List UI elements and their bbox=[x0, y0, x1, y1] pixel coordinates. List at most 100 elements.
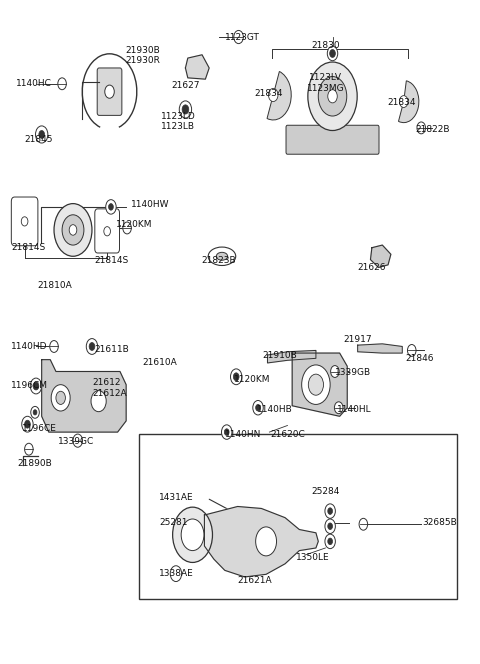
Text: 1196CM: 1196CM bbox=[12, 382, 48, 390]
Polygon shape bbox=[204, 507, 318, 577]
Circle shape bbox=[86, 339, 97, 355]
Circle shape bbox=[325, 504, 336, 519]
Text: 21830: 21830 bbox=[311, 41, 340, 50]
Text: 21823B: 21823B bbox=[201, 256, 236, 266]
Text: 21814S: 21814S bbox=[12, 243, 46, 252]
Circle shape bbox=[179, 101, 192, 118]
Text: 21620C: 21620C bbox=[271, 430, 306, 438]
Circle shape bbox=[308, 62, 357, 131]
Text: 32685B: 32685B bbox=[423, 519, 457, 527]
Text: 21612
21612A: 21612 21612A bbox=[92, 378, 127, 398]
Circle shape bbox=[108, 204, 113, 210]
Wedge shape bbox=[398, 81, 419, 123]
Circle shape bbox=[51, 384, 70, 411]
Text: 21890B: 21890B bbox=[17, 459, 52, 468]
Circle shape bbox=[359, 519, 368, 530]
FancyBboxPatch shape bbox=[12, 197, 38, 246]
Text: 1140HN: 1140HN bbox=[225, 430, 261, 438]
Text: 1140HB: 1140HB bbox=[257, 405, 292, 414]
Text: 21930B
21930R: 21930B 21930R bbox=[125, 46, 160, 65]
Circle shape bbox=[50, 341, 58, 353]
Text: 21834: 21834 bbox=[387, 98, 416, 108]
Circle shape bbox=[30, 378, 42, 394]
Text: 21621A: 21621A bbox=[237, 576, 272, 585]
Circle shape bbox=[182, 105, 189, 114]
Circle shape bbox=[33, 382, 39, 390]
Circle shape bbox=[330, 50, 336, 57]
Circle shape bbox=[318, 76, 347, 116]
Circle shape bbox=[328, 523, 333, 529]
Text: 1140HL: 1140HL bbox=[337, 405, 372, 414]
Circle shape bbox=[325, 519, 336, 533]
Text: 1140HC: 1140HC bbox=[16, 78, 52, 88]
Circle shape bbox=[230, 369, 242, 384]
Polygon shape bbox=[185, 55, 209, 79]
FancyBboxPatch shape bbox=[286, 125, 379, 154]
Circle shape bbox=[58, 78, 66, 90]
Circle shape bbox=[399, 96, 408, 108]
Circle shape bbox=[105, 85, 114, 98]
Text: 1350LE: 1350LE bbox=[296, 552, 330, 562]
Text: 1338AE: 1338AE bbox=[159, 569, 194, 578]
Polygon shape bbox=[371, 245, 391, 268]
Circle shape bbox=[301, 365, 330, 404]
Circle shape bbox=[123, 222, 132, 234]
Ellipse shape bbox=[208, 247, 236, 266]
Polygon shape bbox=[267, 351, 316, 363]
Text: 25281: 25281 bbox=[159, 519, 188, 527]
Circle shape bbox=[24, 420, 30, 428]
Circle shape bbox=[62, 214, 84, 245]
Text: 1339GC: 1339GC bbox=[58, 438, 95, 446]
Text: 1339GB: 1339GB bbox=[335, 369, 371, 377]
Circle shape bbox=[33, 410, 37, 415]
Circle shape bbox=[31, 406, 39, 418]
Circle shape bbox=[91, 390, 106, 412]
Circle shape bbox=[106, 200, 116, 214]
Polygon shape bbox=[292, 353, 347, 416]
Text: 21626: 21626 bbox=[358, 263, 386, 272]
Text: 1123LD
1123LB: 1123LD 1123LB bbox=[161, 112, 196, 131]
Circle shape bbox=[256, 527, 276, 556]
Text: 21814S: 21814S bbox=[94, 256, 128, 266]
Circle shape bbox=[221, 425, 232, 440]
Text: 21627: 21627 bbox=[171, 80, 200, 90]
Circle shape bbox=[408, 345, 416, 357]
Text: 21822B: 21822B bbox=[416, 125, 450, 133]
Text: 21845: 21845 bbox=[24, 135, 53, 143]
Text: 21910B: 21910B bbox=[263, 351, 298, 359]
Polygon shape bbox=[42, 360, 126, 432]
Text: 1140HD: 1140HD bbox=[12, 342, 48, 351]
Text: 21611B: 21611B bbox=[94, 345, 129, 355]
Circle shape bbox=[325, 534, 336, 548]
Polygon shape bbox=[358, 344, 402, 353]
Text: 1431AE: 1431AE bbox=[159, 493, 194, 503]
Circle shape bbox=[73, 434, 83, 448]
Text: 25284: 25284 bbox=[311, 487, 339, 496]
Text: 1120KM: 1120KM bbox=[116, 220, 152, 229]
Circle shape bbox=[233, 373, 239, 380]
Circle shape bbox=[224, 429, 229, 436]
Circle shape bbox=[89, 343, 95, 351]
Circle shape bbox=[328, 538, 333, 544]
Text: 1120KM: 1120KM bbox=[234, 375, 271, 384]
Circle shape bbox=[327, 46, 338, 60]
Text: 21917: 21917 bbox=[343, 335, 372, 345]
Circle shape bbox=[21, 216, 28, 226]
Text: 1123LV
1123MG: 1123LV 1123MG bbox=[307, 74, 344, 93]
Circle shape bbox=[22, 416, 33, 432]
Circle shape bbox=[173, 507, 213, 562]
Bar bbox=[139, 434, 457, 599]
Circle shape bbox=[335, 402, 343, 414]
Circle shape bbox=[24, 444, 33, 455]
FancyBboxPatch shape bbox=[97, 68, 122, 116]
Circle shape bbox=[417, 122, 425, 134]
Circle shape bbox=[104, 226, 110, 236]
Text: 21610A: 21610A bbox=[143, 359, 178, 367]
Circle shape bbox=[39, 131, 45, 138]
Circle shape bbox=[256, 404, 261, 411]
Text: 21834: 21834 bbox=[254, 89, 283, 98]
Circle shape bbox=[328, 90, 337, 103]
Circle shape bbox=[170, 566, 181, 582]
Circle shape bbox=[56, 391, 65, 404]
Circle shape bbox=[54, 204, 92, 256]
